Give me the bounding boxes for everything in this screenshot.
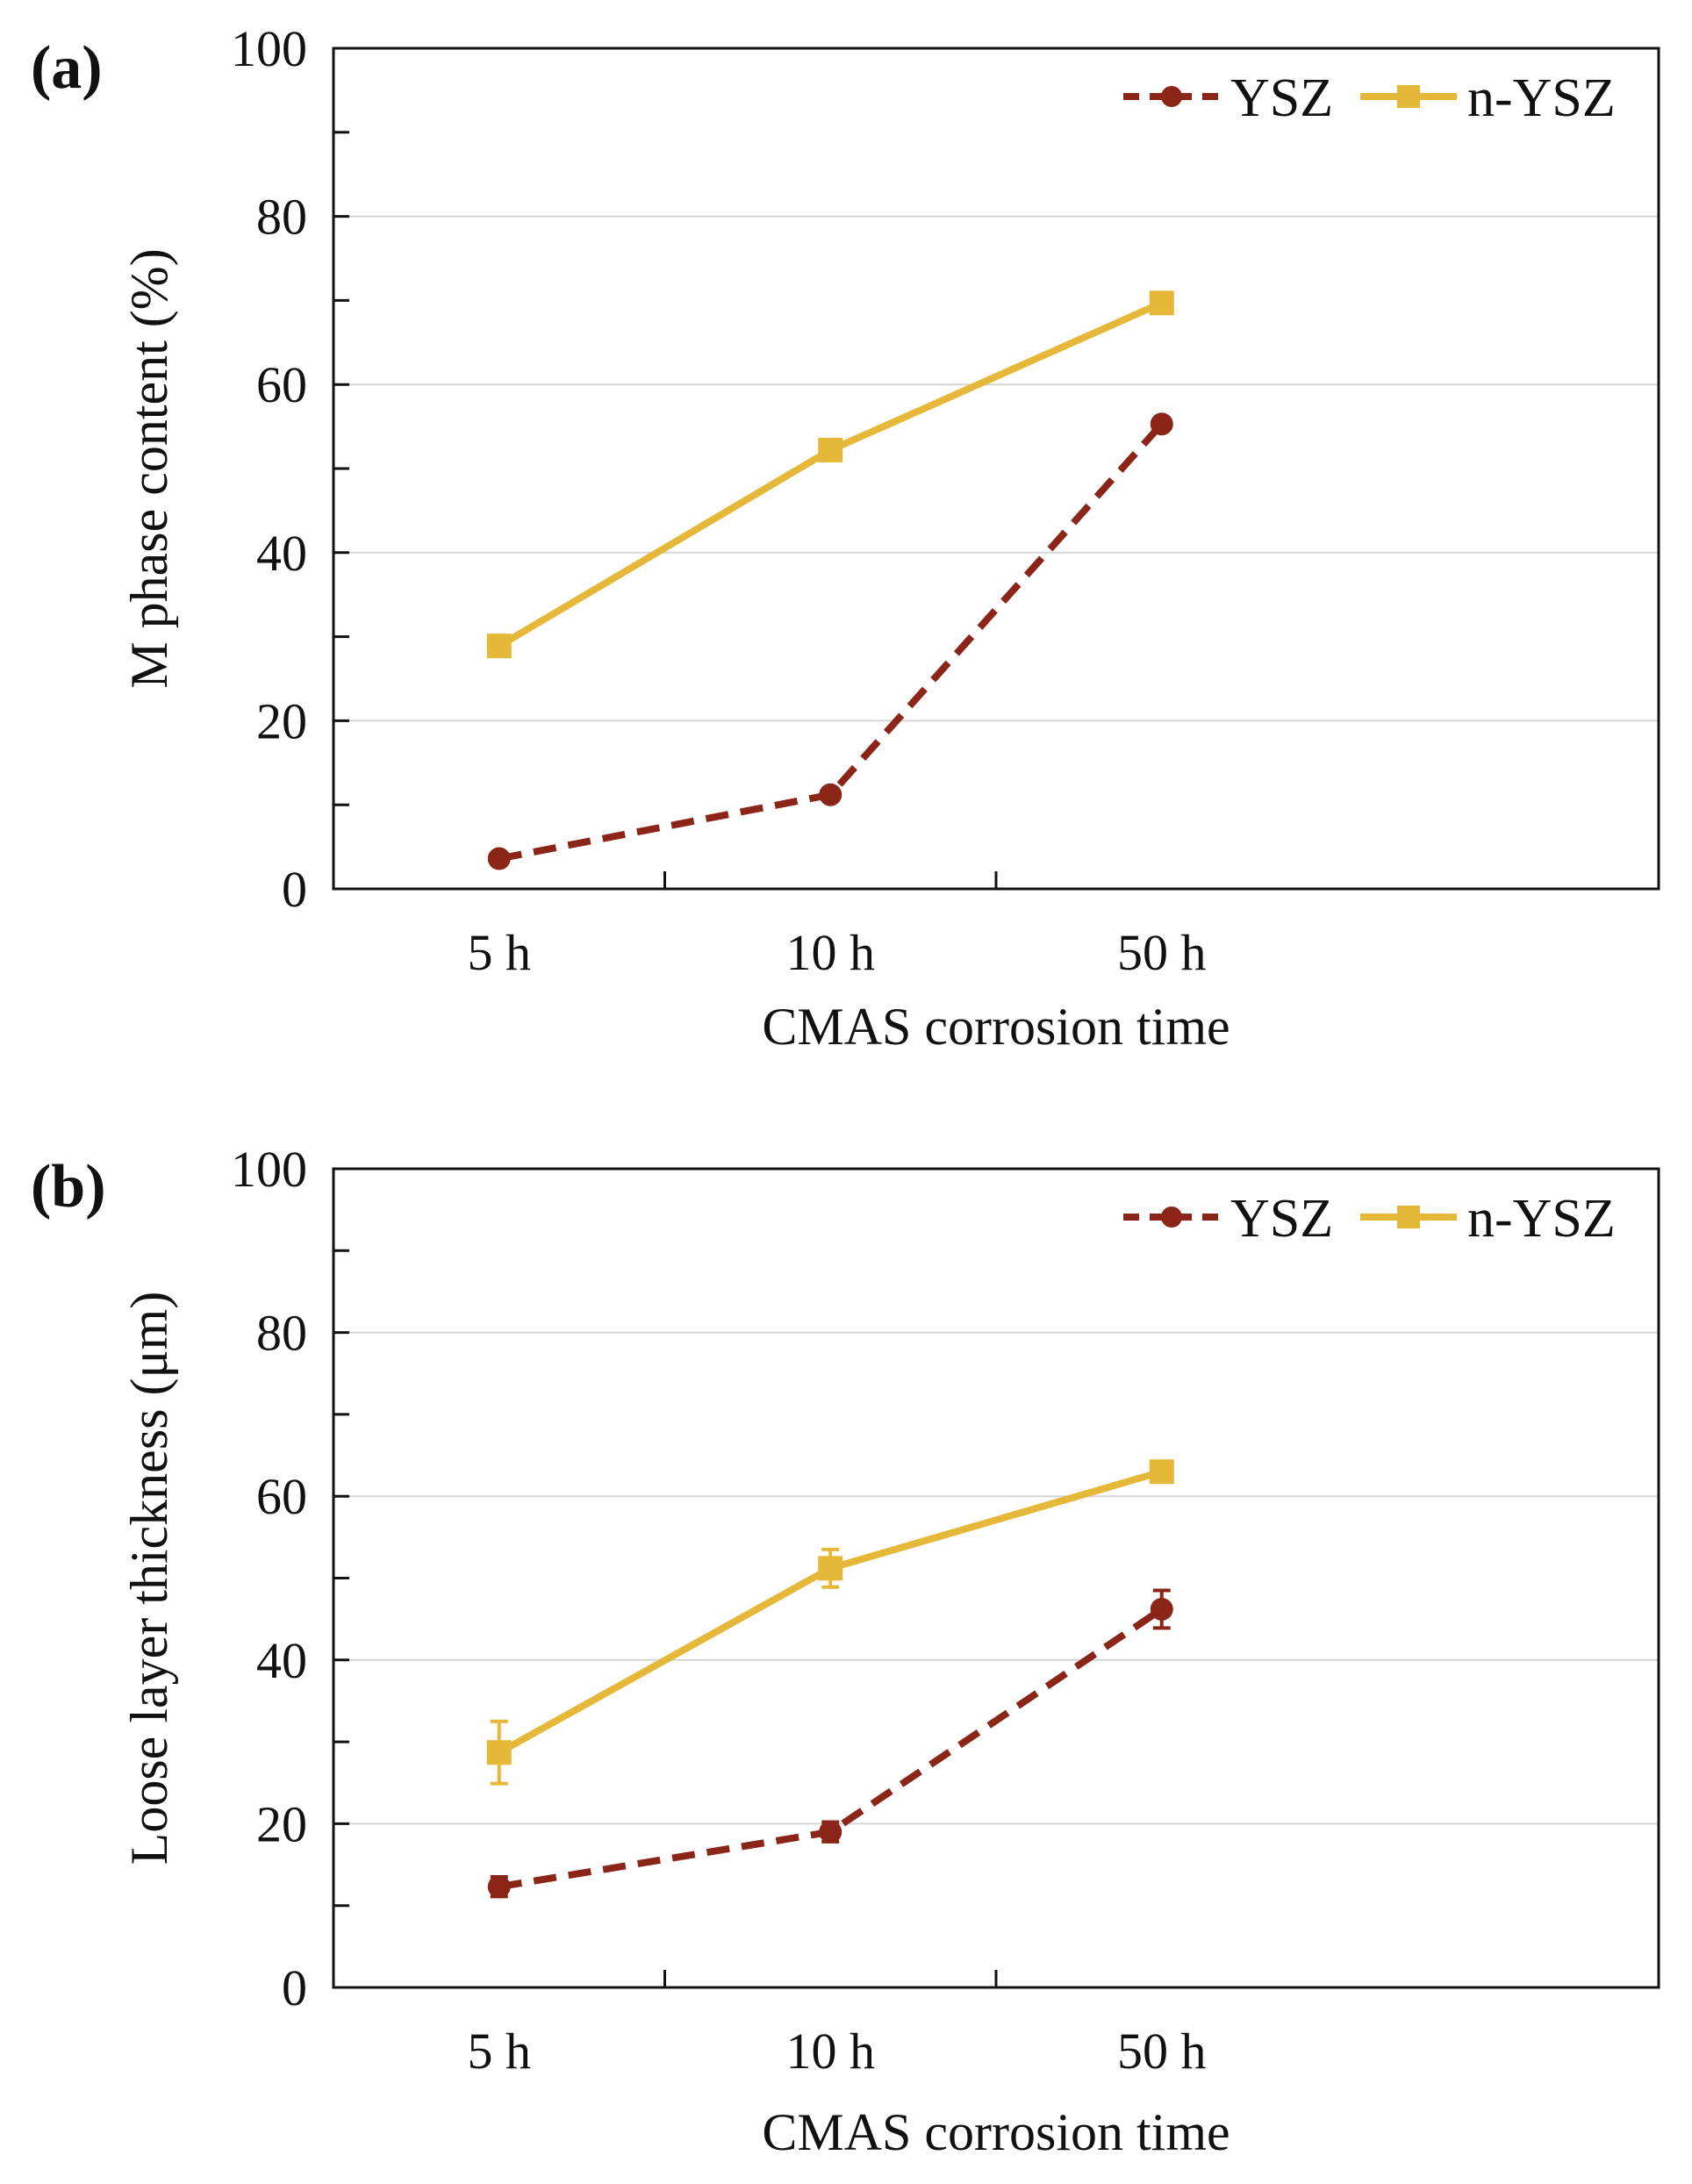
y-axis-title: Loose layer thickness (μm) xyxy=(120,1292,178,1865)
y-tick-label: 80 xyxy=(256,1305,307,1362)
y-tick-label: 60 xyxy=(256,1468,307,1525)
data-point-n-ysz xyxy=(1149,290,1174,316)
x-tick-label: 10 h xyxy=(786,2023,876,2080)
series-line-ysz xyxy=(498,1606,1164,1891)
y-tick-label: 40 xyxy=(256,1632,307,1689)
data-point-ysz xyxy=(819,783,842,806)
legend-marker-n-ysz xyxy=(1397,85,1420,108)
series-line-n-ysz xyxy=(497,1468,1163,1756)
legend-label-n-ysz: n-YSZ xyxy=(1467,68,1616,128)
data-point-n-ysz xyxy=(486,1740,512,1765)
data-point-ysz xyxy=(1150,412,1173,436)
chart-a: (a) 0 20 40 60 80 100 5 h 10 h 50 h CMAS corrosion… xyxy=(31,20,1660,1056)
legend-marker-n-ysz xyxy=(1397,1206,1420,1228)
data-point-n-ysz xyxy=(1149,1459,1174,1485)
plot-frame xyxy=(332,47,1660,891)
x-axis-title: CMAS corrosion time xyxy=(762,998,1230,1056)
legend-label-ysz: YSZ xyxy=(1230,1189,1333,1249)
x-tick-label: 50 h xyxy=(1117,2023,1207,2080)
x-axis-title: CMAS corrosion time xyxy=(762,2103,1230,2161)
data-point-ysz xyxy=(819,1820,842,1844)
data-point-ysz xyxy=(487,847,511,870)
panel-label: (a) xyxy=(31,34,103,102)
y-tick-label: 0 xyxy=(282,1959,307,2016)
y-tick-label: 60 xyxy=(256,356,307,413)
y-tick-label: 80 xyxy=(256,189,307,246)
y-tick-label: 40 xyxy=(256,525,307,582)
data-point-n-ysz xyxy=(818,437,843,462)
legend-label-n-ysz: n-YSZ xyxy=(1467,1189,1616,1249)
data-point-ysz xyxy=(487,1875,511,1899)
x-tick-label: 10 h xyxy=(786,924,876,981)
plot-frame xyxy=(332,1167,1660,1989)
data-point-n-ysz xyxy=(486,634,512,659)
x-tick-label: 5 h xyxy=(468,924,532,981)
data-point-n-ysz xyxy=(818,1556,843,1581)
x-tick-label: 5 h xyxy=(468,2023,532,2080)
y-tick-label: 100 xyxy=(231,1141,307,1198)
legend-marker-ysz xyxy=(1161,86,1182,107)
series-line-n-ysz xyxy=(497,299,1164,649)
x-tick-label: 50 h xyxy=(1117,924,1207,981)
panel-label: (b) xyxy=(31,1153,106,1221)
chart-b: (b) 0 20 40 60 80 100 5 h 10 h 50 h CMAS corrosion… xyxy=(31,1141,1660,2161)
y-tick-label: 100 xyxy=(231,20,307,77)
y-tick-label: 20 xyxy=(256,692,307,749)
y-tick-label: 20 xyxy=(256,1795,307,1852)
legend-marker-ysz xyxy=(1161,1207,1182,1228)
data-point-ysz xyxy=(1150,1597,1173,1621)
y-axis-title: M phase content (%) xyxy=(120,248,178,689)
y-tick-label: 0 xyxy=(282,861,307,918)
legend-label-ysz: YSZ xyxy=(1230,68,1333,128)
